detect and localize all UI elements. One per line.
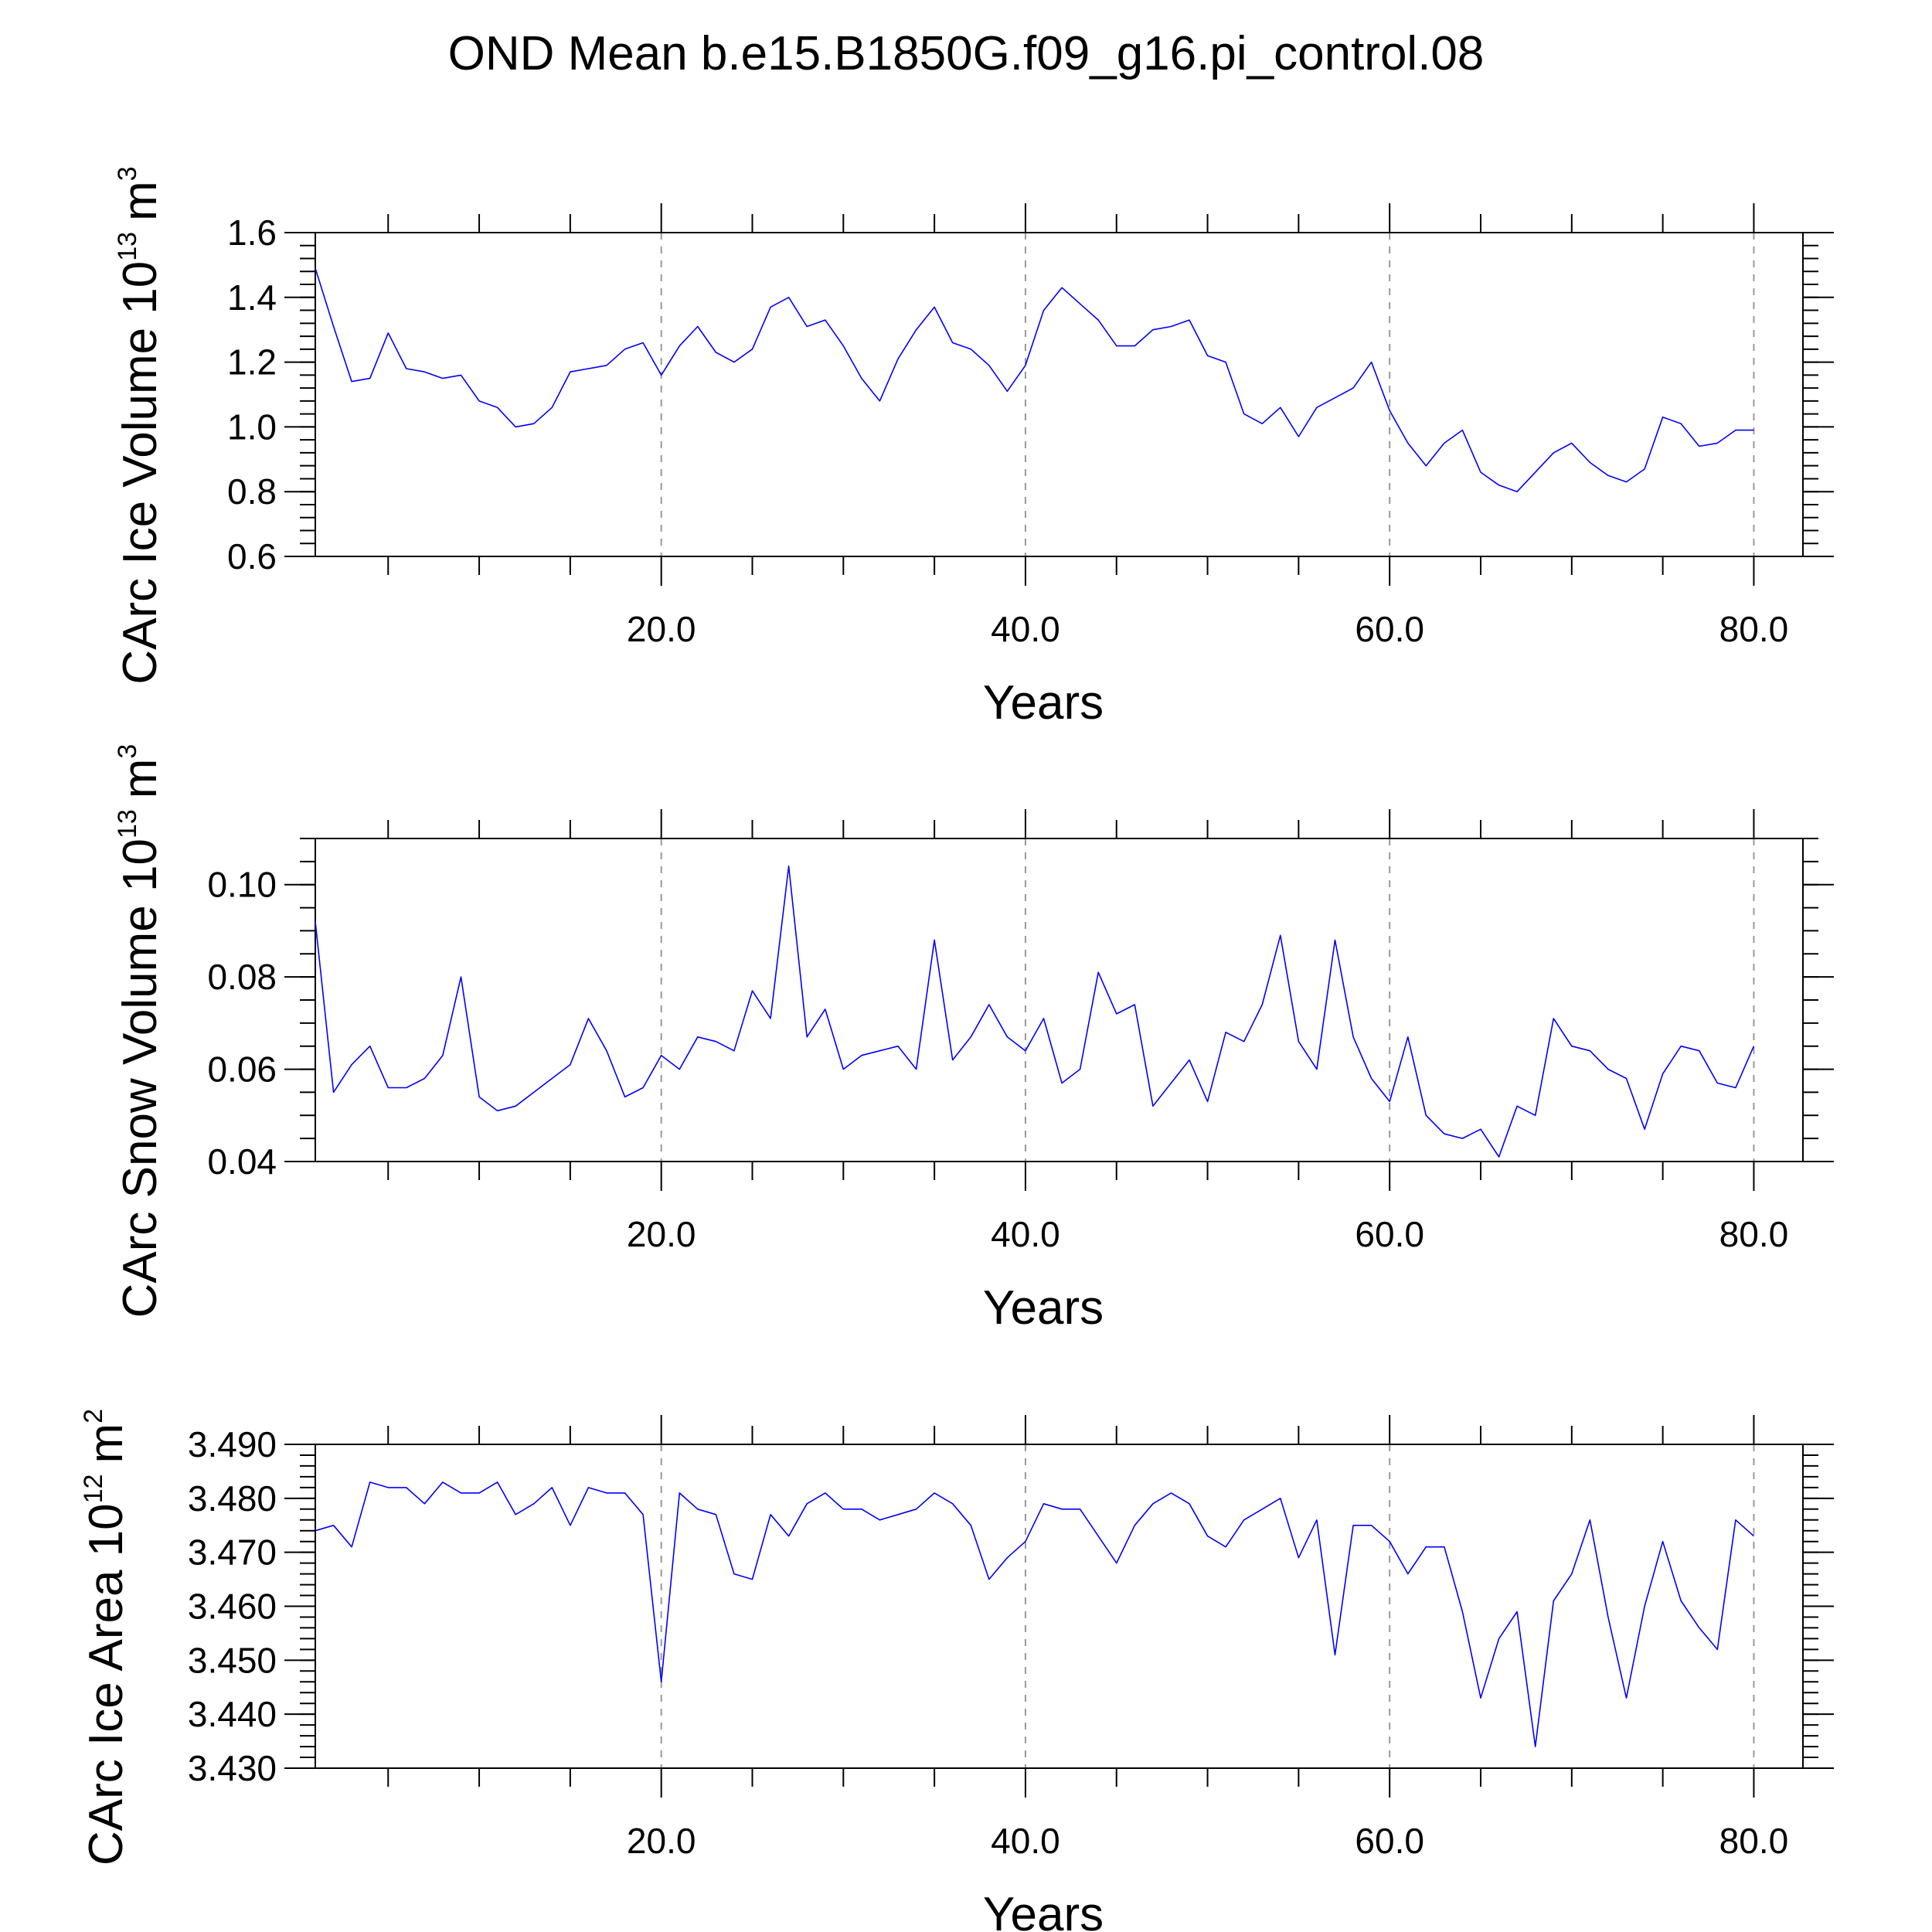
plot-frame (315, 1444, 1804, 1769)
y-axis-title-part: m (80, 1423, 133, 1464)
x-axis-title: Years (983, 1888, 1104, 1932)
y-axis-title: CArc Ice Volume 1013 m3 (113, 166, 167, 684)
y-tick-label: 0.8 (227, 471, 277, 512)
y-tick-label: 3.480 (188, 1478, 277, 1519)
x-axis-title: Years (983, 676, 1104, 730)
series-line (315, 866, 1755, 1158)
y-tick-label: 0.08 (207, 957, 277, 997)
x-axis-title: Years (983, 1281, 1104, 1335)
y-tick-label: 3.450 (188, 1640, 277, 1680)
y-axis-title-superscript: 3 (113, 166, 142, 181)
y-tick-label: 3.440 (188, 1694, 277, 1734)
chart-title: OND Mean b.e15.B1850G.f09_g16.pi_control… (448, 27, 1485, 80)
x-tick-label: 40.0 (991, 609, 1060, 649)
y-axis-title-superscript: 3 (113, 744, 142, 759)
x-tick-label: 80.0 (1719, 1214, 1789, 1254)
x-tick-label: 40.0 (991, 1821, 1060, 1861)
y-tick-label: 1.0 (227, 406, 277, 447)
y-tick-label: 1.6 (227, 213, 277, 253)
y-axis-title-superscript: 13 (113, 809, 142, 838)
y-axis-title-part: CArc Snow Volume 10 (114, 838, 167, 1318)
y-tick-label: 0.06 (207, 1049, 277, 1090)
x-tick-label: 20.0 (627, 1214, 696, 1254)
x-tick-label: 40.0 (991, 1214, 1060, 1254)
plot-frame (315, 838, 1804, 1162)
y-tick-label: 3.460 (188, 1587, 277, 1627)
ice-area-panel: 20.0 40.0 60.0 80.0 3.430 3.440 3.450 3.460 3.47… (79, 1409, 1834, 1932)
y-axis-title-superscript: 13 (113, 232, 142, 261)
ice-volume-panel: 20.0 40.0 60.0 80.0 0.6 0.8 1.0 1.2 1.4 1.6 Years C… (113, 166, 1834, 730)
series-line (315, 267, 1754, 493)
x-tick-label: 60.0 (1355, 609, 1424, 649)
y-axis-title-part: m (114, 759, 167, 799)
x-tick-label: 60.0 (1355, 1821, 1424, 1861)
y-axis-title-part: CArc Ice Volume 10 (114, 261, 167, 685)
x-tick-label: 20.0 (627, 1821, 696, 1861)
x-tick-label: 20.0 (627, 609, 696, 649)
y-tick-label: 0.04 (207, 1141, 277, 1182)
y-tick-label: 0.6 (227, 536, 277, 577)
y-axis-title-part: CArc Ice Area 10 (80, 1503, 133, 1866)
y-axis-title-superscript: 12 (79, 1475, 108, 1504)
y-axis-title-part: m (114, 181, 167, 221)
y-tick-label: 3.470 (188, 1532, 277, 1573)
y-tick-label: 3.490 (188, 1424, 277, 1464)
y-axis-title: CArc Snow Volume 1013 m3 (113, 744, 167, 1318)
y-tick-label: 0.10 (207, 865, 277, 905)
x-tick-label: 80.0 (1719, 1821, 1789, 1861)
y-axis-title-superscript: 2 (79, 1409, 108, 1423)
y-tick-label: 3.430 (188, 1748, 277, 1788)
y-axis-title: CArc Ice Area 1012 m2 (79, 1409, 133, 1866)
snow-volume-panel: 20.0 40.0 60.0 80.0 0.04 0.06 0.08 0.10 Years CAr… (113, 744, 1834, 1335)
y-tick-label: 1.4 (227, 277, 277, 318)
plot-frame (315, 232, 1804, 557)
x-tick-label: 60.0 (1355, 1214, 1424, 1254)
series-line (315, 1481, 1754, 1747)
y-tick-label: 1.2 (227, 342, 277, 383)
x-tick-label: 80.0 (1719, 609, 1789, 649)
